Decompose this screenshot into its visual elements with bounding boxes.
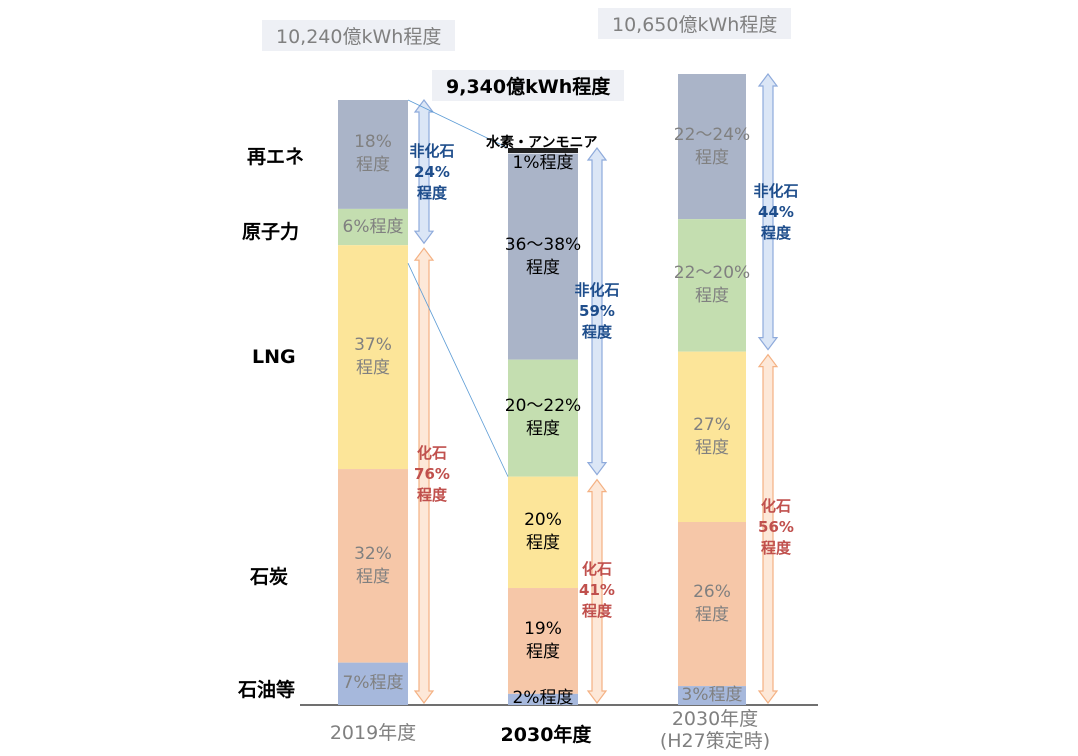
bar-1-hydrogen-segment — [508, 148, 578, 153]
bar-1-lng-segment — [508, 476, 578, 589]
bar-0-coal-label: 32% 程度 — [354, 543, 392, 587]
bar-1-oil-segment — [508, 693, 578, 705]
bar-1-nuclear-segment — [508, 359, 578, 477]
row-label-oil: 石油等 — [238, 679, 296, 701]
bar-1-coal-label: 19% 程度 — [524, 618, 562, 662]
bar-0-nuclear-segment — [338, 208, 408, 246]
bar-0-oil-segment — [338, 662, 408, 705]
bar-1-fossil-annotation: 化石 41% 程度 — [579, 559, 615, 620]
bar-0-fossil-arrow — [413, 247, 435, 704]
bar-1-nonfossil-arrow — [586, 147, 608, 476]
guide-line-top — [407, 99, 509, 149]
bar-2-oil-segment — [678, 686, 746, 705]
bar-1-lng-label: 20% 程度 — [524, 510, 562, 554]
total-2030: 9,340億kWh程度 — [432, 70, 625, 101]
x-label-2019: 2019年度 — [329, 722, 417, 744]
bar-2-coal-segment — [678, 522, 746, 687]
bar-1-oil-label: 2%程度 — [512, 688, 574, 709]
bar-2-fossil-arrow — [757, 353, 779, 704]
bar-0-lng-segment — [338, 245, 408, 470]
row-label-nuclear: 原子力 — [242, 221, 300, 243]
bar-0-lng-label: 37% 程度 — [354, 335, 392, 379]
x-label-2030-h27: 2030年度 (H27策定時) — [659, 708, 771, 752]
bar-2-fossil-annotation: 化石 56% 程度 — [758, 497, 794, 558]
bar-2-nuclear-segment — [678, 219, 746, 352]
bar-0-renewable-segment — [338, 100, 408, 209]
bar-0-oil-label: 7%程度 — [342, 672, 404, 693]
bar-1-non-fossil-annotation: 非化石 59% 程度 — [574, 281, 620, 342]
bar-2-oil-label: 3%程度 — [681, 684, 743, 705]
total-2019: 10,240億kWh程度 — [262, 20, 456, 51]
bar-0-coal-segment — [338, 469, 408, 663]
row-label-lng: LNG — [252, 346, 296, 368]
total-2030-h27: 10,650億kWh程度 — [598, 8, 792, 39]
bar-0-non-fossil-annotation: 非化石 24% 程度 — [409, 141, 455, 202]
bar-2-nuclear-label: 22～20% 程度 — [673, 263, 751, 307]
bar-0-renewable-label: 18% 程度 — [354, 132, 392, 176]
hydrogen-ammonia-label: 水素・アンモニア — [486, 135, 598, 151]
bar-0-nonfossil-arrow — [413, 99, 435, 245]
row-label-renewable: 再エネ — [247, 146, 305, 168]
bar-1-coal-segment — [508, 588, 578, 694]
bar-2-renewable-segment — [678, 74, 746, 220]
bar-2-coal-label: 26% 程度 — [693, 582, 731, 626]
bar-1-nuclear-label: 20～22% 程度 — [504, 396, 582, 440]
bar-2-non-fossil-annotation: 非化石 44% 程度 — [753, 181, 799, 242]
x-label-2030: 2030年度 — [500, 724, 592, 746]
bar-2-renewable-label: 22～24% 程度 — [673, 124, 751, 168]
bar-2-lng-label: 27% 程度 — [693, 414, 731, 458]
bar-1-hydrogen-label: 1%程度 — [512, 153, 574, 173]
bar-1-renewable-segment — [508, 153, 578, 360]
bar-2-nonfossil-arrow — [757, 73, 779, 351]
guide-line-bottom — [407, 263, 509, 477]
bar-1-fossil-arrow — [586, 478, 608, 704]
bar-0-fossil-annotation: 化石 76% 程度 — [414, 444, 450, 505]
bar-1-renewable-label: 36～38% 程度 — [504, 234, 582, 278]
row-label-coal: 石炭 — [250, 566, 289, 588]
bar-0-nuclear-label: 6%程度 — [342, 216, 404, 237]
bar-2-lng-segment — [678, 351, 746, 523]
